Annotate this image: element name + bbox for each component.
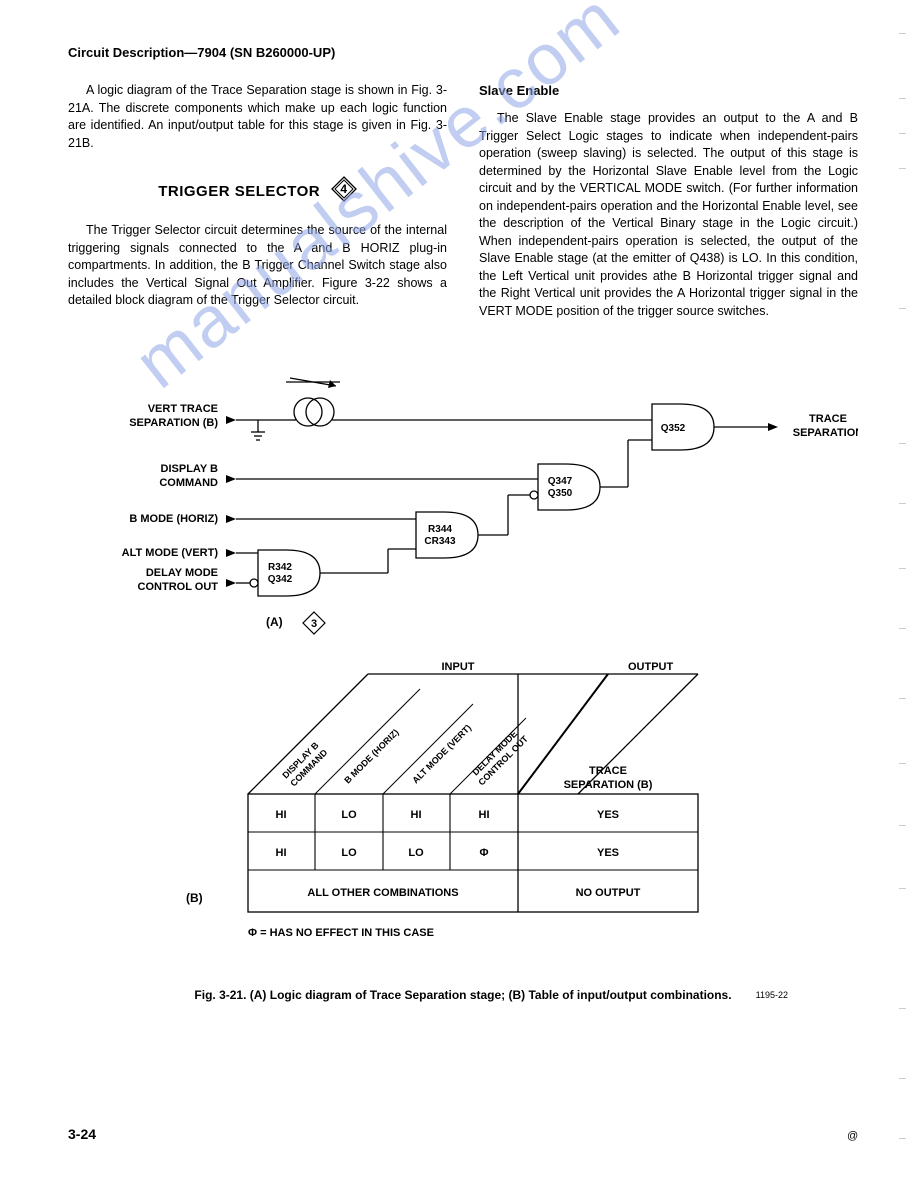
svg-text:NO OUTPUT: NO OUTPUT	[576, 887, 641, 899]
svg-text:B MODE (HORIZ): B MODE (HORIZ)	[342, 727, 400, 785]
left-para-1: A logic diagram of the Trace Separation …	[68, 82, 447, 152]
sub-heading: Slave Enable	[479, 82, 858, 100]
svg-text:Φ: Φ	[479, 847, 488, 859]
svg-text:DELAY MODE: DELAY MODE	[146, 567, 218, 579]
figure-caption: Fig. 3-21. (A) Logic diagram of Trace Se…	[68, 988, 858, 1002]
svg-text:YES: YES	[597, 847, 619, 859]
svg-text:ALT MODE (VERT): ALT MODE (VERT)	[122, 547, 219, 559]
diamond-icon: 4	[331, 176, 357, 208]
svg-text:LO: LO	[408, 847, 424, 859]
io-table: INPUT OUTPUT DISPLAY B COMMAND B MODE (H…	[68, 654, 858, 974]
svg-text:DISPLAY B: DISPLAY B	[161, 463, 219, 475]
svg-text:(B): (B)	[186, 891, 203, 905]
svg-text:(A): (A)	[266, 615, 283, 629]
svg-text:HI: HI	[276, 847, 287, 859]
svg-text:LO: LO	[341, 809, 357, 821]
at-mark: @	[847, 1130, 858, 1142]
svg-text:Q350: Q350	[548, 488, 573, 499]
svg-text:Q347: Q347	[548, 476, 573, 487]
right-column: Slave Enable The Slave Enable stage prov…	[479, 82, 858, 334]
section-heading: TRIGGER SELECTOR 4	[68, 176, 447, 208]
figure-number: 1195-22	[756, 990, 788, 1000]
svg-text:ALT MODE (VERT): ALT MODE (VERT)	[410, 723, 473, 786]
svg-text:OUTPUT: OUTPUT	[628, 661, 674, 673]
document-title: Circuit Description—7904 (SN B260000-UP)	[68, 45, 858, 60]
svg-text:ALL OTHER COMBINATIONS: ALL OTHER COMBINATIONS	[307, 887, 458, 899]
svg-text:VERT TRACE: VERT TRACE	[148, 403, 218, 415]
svg-text:SEPARATION: SEPARATION	[793, 427, 858, 439]
logic-diagram: VERT TRACE SEPARATION (B) DISPLAY B COMM…	[68, 364, 858, 644]
svg-text:HI: HI	[411, 809, 422, 821]
svg-text:INPUT: INPUT	[442, 661, 475, 673]
right-para-1: The Slave Enable stage provides an outpu…	[479, 110, 858, 320]
svg-text:LO: LO	[341, 847, 357, 859]
left-para-2: The Trigger Selector circuit determines …	[68, 222, 447, 310]
svg-text:SEPARATION (B): SEPARATION (B)	[564, 779, 653, 791]
svg-text:TRACE: TRACE	[809, 413, 847, 425]
svg-text:Q352: Q352	[661, 423, 686, 434]
section-heading-text: TRIGGER SELECTOR	[158, 183, 320, 200]
svg-text:4: 4	[340, 182, 347, 196]
svg-text:CR343: CR343	[424, 536, 456, 547]
svg-text:R342: R342	[268, 562, 292, 573]
svg-text:TRACE: TRACE	[589, 765, 627, 777]
svg-text:R344: R344	[428, 524, 452, 535]
svg-text:CONTROL OUT: CONTROL OUT	[138, 581, 219, 593]
svg-text:Φ = HAS NO EFFECT IN THIS CASE: Φ = HAS NO EFFECT IN THIS CASE	[248, 927, 434, 939]
svg-text:YES: YES	[597, 809, 619, 821]
svg-text:HI: HI	[479, 809, 490, 821]
svg-text:COMMAND: COMMAND	[159, 477, 218, 489]
svg-text:SEPARATION (B): SEPARATION (B)	[129, 417, 218, 429]
page-number: 3-24	[68, 1126, 96, 1142]
scan-edge-marks: — — — — — — — — — — — — — — — —	[880, 0, 910, 1188]
svg-text:3: 3	[311, 618, 317, 630]
svg-text:B MODE (HORIZ): B MODE (HORIZ)	[129, 513, 218, 525]
left-column: A logic diagram of the Trace Separation …	[68, 82, 447, 334]
text-columns: A logic diagram of the Trace Separation …	[68, 82, 858, 334]
svg-text:Q342: Q342	[268, 574, 293, 585]
svg-text:HI: HI	[276, 809, 287, 821]
